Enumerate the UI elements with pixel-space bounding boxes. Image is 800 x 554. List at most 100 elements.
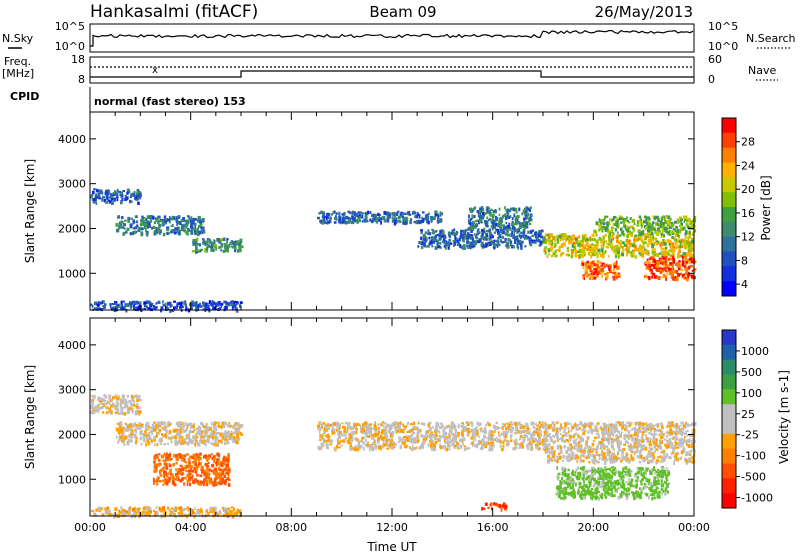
nave-label: Nave xyxy=(748,64,776,77)
velocity-swatch xyxy=(722,359,736,375)
noise-strip: N.Sky 10^5 10^0 10^5 10^0 N.Search xyxy=(2,20,796,53)
time-tick-label: 08:00 xyxy=(275,521,307,534)
power-swatch xyxy=(722,192,736,208)
time-tick-label: 12:00 xyxy=(376,521,408,534)
power-y-tick-label: 3000 xyxy=(58,178,86,191)
power-colorbar-tick: 8 xyxy=(741,254,748,267)
velocity-swatch xyxy=(722,433,736,450)
power-y-tick-label: 2000 xyxy=(58,222,86,235)
power-swatch xyxy=(722,118,736,134)
velocity-swatch xyxy=(722,374,736,390)
power-swatch xyxy=(722,236,736,252)
velocity-swatch xyxy=(722,419,736,435)
velocity-colorbar-tick: 100 xyxy=(741,387,762,400)
power-scatter-cells xyxy=(90,188,697,313)
noise-tick-right-top: 10^5 xyxy=(708,20,738,33)
velocity-region-5 xyxy=(543,421,697,465)
nave-tick-bottom: 0 xyxy=(708,73,715,86)
freq-marker: x xyxy=(152,65,158,76)
velocity-colorbar-tick: 25 xyxy=(741,408,755,421)
noise-tick-left-top: 10^5 xyxy=(55,20,85,33)
nave-tick-top: 60 xyxy=(708,53,722,66)
velocity-y-tick-label: 4000 xyxy=(58,339,86,352)
power-swatch xyxy=(722,162,736,178)
power-colorbar-tick: 16 xyxy=(741,207,755,220)
velocity-panel: 1000 2000 3000 4000 00:00 04:00 08:00 12:00 16:0… xyxy=(23,317,710,554)
power-region-1 xyxy=(115,215,206,237)
freq-tick-bottom: 8 xyxy=(78,73,85,86)
power-region-2 xyxy=(191,237,244,255)
noise-tick-right-bottom: 10^0 xyxy=(708,40,738,53)
station-title: Hankasalmi (fitACF) xyxy=(90,2,258,22)
power-swatch xyxy=(722,207,736,223)
velocity-colorbar: 1000 500 100 25 -25 -100 -500 -1000 xyxy=(721,329,773,509)
power-region-10 xyxy=(90,300,243,313)
power-swatch xyxy=(722,177,736,193)
velocity-swatch xyxy=(722,330,736,346)
velocity-colorbar-tick: -25 xyxy=(741,429,759,442)
power-colorbar-tick: 24 xyxy=(741,159,755,172)
velocity-colorbar-tick: 500 xyxy=(741,366,762,379)
power-colorbar-label: Power [dB] xyxy=(759,175,773,240)
time-tick-label: 04:00 xyxy=(175,521,207,534)
power-ylabel: Slant Range [km] xyxy=(23,159,37,263)
power-swatch xyxy=(722,281,736,297)
date-title: 26/May/2013 xyxy=(595,3,693,21)
velocity-swatch xyxy=(722,493,736,509)
velocity-region-3 xyxy=(317,421,546,452)
velocity-swatch xyxy=(722,463,736,479)
power-region-7 xyxy=(593,215,697,237)
velocity-swatch xyxy=(722,344,736,361)
velocity-colorbar-label: Velocity [m s-1] xyxy=(777,370,791,464)
power-swatch xyxy=(722,132,736,149)
velocity-region-0 xyxy=(90,394,142,416)
power-colorbar: 28 24 20 16 12 8 4 xyxy=(721,117,755,297)
power-y-tick-label: 4000 xyxy=(58,133,86,146)
power-swatch xyxy=(722,266,736,282)
velocity-swatch xyxy=(722,389,736,405)
frequency-strip: Freq. [MHz] 18 8 60 0 Nave x xyxy=(2,53,778,86)
velocity-swatch xyxy=(722,478,736,494)
power-panel: 1000 2000 3000 4000 Slant Range [km] xyxy=(23,111,697,313)
noise-tick-left-bottom: 10^0 xyxy=(55,40,85,53)
power-y-tick-label: 1000 xyxy=(58,267,86,280)
velocity-colorbar-tick: -100 xyxy=(741,450,766,463)
velocity-colorbar-tick: -500 xyxy=(741,471,766,484)
power-region-4 xyxy=(417,228,546,250)
power-region-0 xyxy=(90,188,142,205)
velocity-region-6 xyxy=(555,466,671,501)
noise-sky-trace xyxy=(90,29,694,47)
velocity-region-1 xyxy=(115,421,244,448)
time-tick-label: 00:00 xyxy=(74,521,106,534)
power-swatch xyxy=(722,221,736,238)
power-colorbar-tick: 4 xyxy=(741,278,748,291)
power-colorbar-tick: 12 xyxy=(741,231,755,244)
time-tick-label: 20:00 xyxy=(577,521,609,534)
power-region-8 xyxy=(581,260,621,281)
velocity-region-7 xyxy=(91,506,242,519)
cpid-label: CPID xyxy=(10,90,39,103)
velocity-colorbar-tick: -1000 xyxy=(741,492,773,505)
time-axis-label: Time UT xyxy=(366,540,417,554)
freq-unit-label: [MHz] xyxy=(2,67,34,80)
velocity-region-2 xyxy=(152,452,231,487)
velocity-swatch xyxy=(722,404,736,420)
power-region-9 xyxy=(644,255,697,282)
velocity-scatter-cells xyxy=(90,394,697,519)
nsky-label: N.Sky xyxy=(2,32,34,45)
velocity-region-4 xyxy=(481,502,508,512)
power-swatch xyxy=(722,251,736,267)
cpid-value: normal (fast stereo) 153 xyxy=(94,95,246,108)
time-tick-label: 16:00 xyxy=(477,521,509,534)
velocity-y-tick-label: 1000 xyxy=(58,473,86,486)
nsearch-label: N.Search xyxy=(746,32,796,45)
velocity-swatch xyxy=(722,448,736,464)
power-region-5 xyxy=(467,206,533,232)
power-swatch xyxy=(722,147,736,163)
power-colorbar-tick: 28 xyxy=(741,136,755,149)
velocity-colorbar-tick: 1000 xyxy=(741,345,769,358)
frequency-trace xyxy=(90,70,694,78)
velocity-y-tick-label: 3000 xyxy=(58,384,86,397)
velocity-y-tick-label: 2000 xyxy=(58,428,86,441)
